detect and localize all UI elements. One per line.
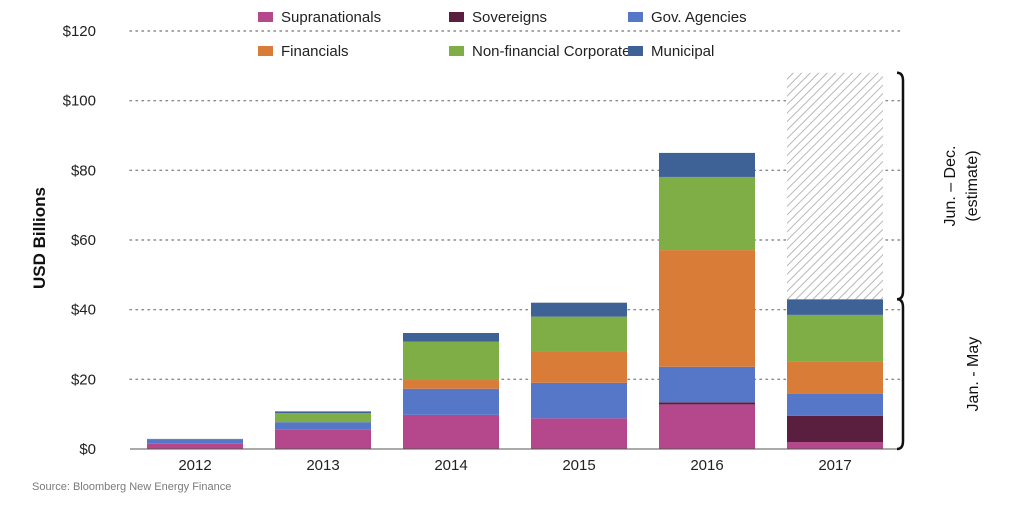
x-tick-label: 2016 <box>690 457 723 474</box>
legend-swatch <box>258 46 273 56</box>
bar-segment-non-financial-corporates <box>531 317 627 352</box>
bar-segment-municipal <box>787 299 883 315</box>
bracket-label-line: (estimate) <box>964 150 981 221</box>
bar-segment-non-financial-corporates <box>787 315 883 362</box>
source-note: Source: Bloomberg New Energy Finance <box>32 481 231 493</box>
bar-segment-municipal <box>403 333 499 342</box>
bar-segment-municipal <box>531 303 627 317</box>
bar-segment-gov-agencies <box>787 394 883 416</box>
x-tick-label: 2015 <box>562 457 595 474</box>
bar-segment-gov-agencies <box>275 422 371 430</box>
bar-segment-supranationals <box>659 404 755 449</box>
bar-segment-financials <box>531 351 627 382</box>
y-tick-label: $40 <box>71 302 96 319</box>
legend-label: Financials <box>281 43 349 60</box>
bar-segment-gov-agencies <box>659 367 755 403</box>
bar-segment-sovereigns <box>787 416 883 442</box>
legend-swatch <box>449 12 464 22</box>
bar-segment-supranationals <box>275 430 371 449</box>
bar-segment-supranationals <box>403 415 499 449</box>
y-tick-label: $80 <box>71 162 96 179</box>
legend-swatch <box>628 46 643 56</box>
legend-swatch <box>628 12 643 22</box>
bar-segment-financials <box>403 380 499 389</box>
bar-segment-gov-agencies <box>403 389 499 415</box>
y-tick-label: $60 <box>71 232 96 249</box>
bar-segment-financials <box>659 250 755 367</box>
y-axis-title: USD Billions <box>30 187 49 289</box>
bracket-label: Jun. – Dec. (estimate) <box>942 146 981 227</box>
y-tick-label: $100 <box>63 93 96 110</box>
bar-segment-supranationals <box>787 442 883 449</box>
bar-segment-non-financial-corporates <box>659 177 755 250</box>
bracket <box>897 299 903 449</box>
legend-label: Supranationals <box>281 9 381 26</box>
legend-label: Non-financial Corporates <box>472 43 638 60</box>
bar-segment-gov-agencies <box>147 439 243 444</box>
bar-segment-gov-agencies <box>531 383 627 419</box>
bar-segment-supranationals <box>147 444 243 449</box>
x-tick-label: 2012 <box>178 457 211 474</box>
estimate-hatch <box>787 73 883 299</box>
x-tick-label: 2013 <box>306 457 339 474</box>
legend-label: Gov. Agencies <box>651 9 747 26</box>
y-tick-label: $0 <box>79 441 96 458</box>
legend-swatch <box>258 12 273 22</box>
bar-segment-supranationals <box>531 418 627 449</box>
bar-segment-sovereigns <box>659 402 755 404</box>
bar-segment-non-financial-corporates <box>403 342 499 380</box>
bracket <box>897 73 903 299</box>
bar-segment-financials <box>787 362 883 394</box>
legend-swatch <box>449 46 464 56</box>
y-tick-label: $120 <box>63 23 96 40</box>
bracket-label: Jan. - May <box>965 337 982 412</box>
bar-segment-non-financial-corporates <box>275 413 371 422</box>
bar-segment-municipal <box>275 411 371 413</box>
bracket-label-line: Jun. – Dec. <box>942 146 959 227</box>
y-tick-label: $20 <box>71 371 96 388</box>
legend-label: Sovereigns <box>472 9 547 26</box>
bar-segment-municipal <box>659 153 755 177</box>
legend-label: Municipal <box>651 43 714 60</box>
x-tick-label: 2017 <box>818 457 851 474</box>
x-tick-label: 2014 <box>434 457 467 474</box>
